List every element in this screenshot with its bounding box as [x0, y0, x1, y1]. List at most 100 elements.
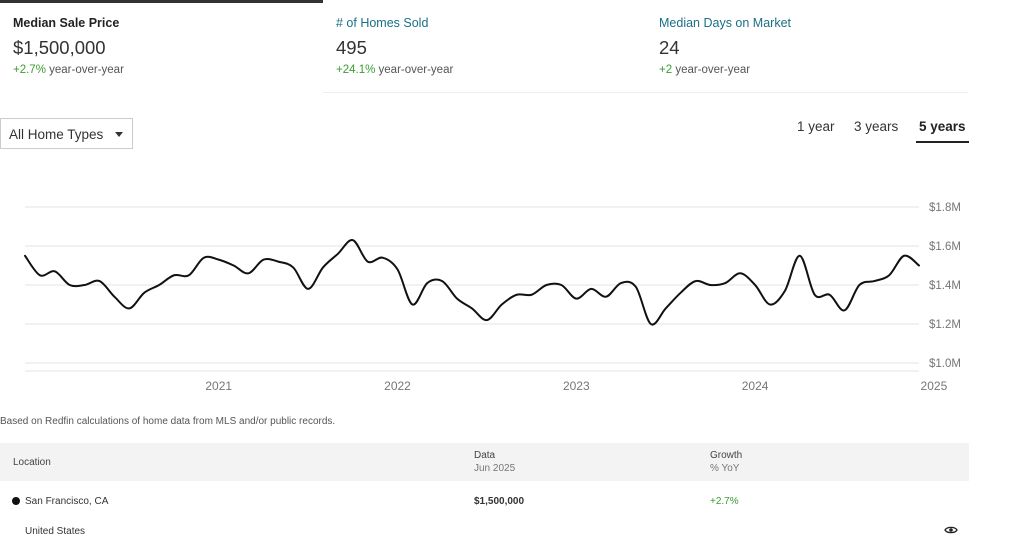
range-tab-1-year[interactable]: 1 year [797, 119, 835, 134]
data-point[interactable] [498, 301, 506, 309]
data-point[interactable] [826, 291, 834, 299]
data-point[interactable] [155, 281, 163, 289]
stat-card-homes-sold[interactable]: # of Homes Sold 495 +24.1% year-over-yea… [323, 0, 646, 93]
data-source-footnote: Based on Redfin calculations of home dat… [0, 416, 336, 427]
data-point[interactable] [364, 258, 372, 266]
y-tick-label: $1.0M [929, 358, 961, 370]
data-point[interactable] [602, 293, 610, 301]
range-tab-5-years[interactable]: 5 years [916, 119, 969, 143]
data-point[interactable] [170, 271, 178, 279]
data-point[interactable] [289, 263, 297, 271]
table-row-location: San Francisco, CA [25, 496, 109, 507]
data-point[interactable] [870, 277, 878, 285]
stat-change-value: +2 [659, 64, 673, 76]
column-header-growth-label: Growth [710, 450, 743, 461]
data-point[interactable] [543, 281, 551, 289]
data-point[interactable] [36, 271, 44, 279]
data-point[interactable] [185, 271, 193, 279]
data-point[interactable] [513, 291, 521, 299]
data-point[interactable] [706, 281, 714, 289]
data-point[interactable] [721, 279, 729, 287]
data-point[interactable] [215, 256, 223, 264]
data-point[interactable] [855, 281, 863, 289]
column-header-data-sub: Jun 2025 [474, 463, 516, 474]
comparison-table-header: Location Data Jun 2025 Growth % YoY [0, 443, 969, 481]
data-point[interactable] [394, 265, 402, 273]
data-point[interactable] [423, 279, 431, 287]
data-point[interactable] [81, 281, 89, 289]
data-point[interactable] [736, 269, 744, 277]
stat-card-median-sale-price[interactable]: Median Sale Price $1,500,000 +2.7% year-… [0, 0, 323, 95]
caret-down-icon [115, 132, 123, 137]
y-tick-label: $1.2M [929, 319, 961, 331]
stat-change: +2.7% year-over-year [13, 64, 124, 76]
data-point[interactable] [677, 289, 685, 297]
data-point[interactable] [408, 301, 416, 309]
data-point[interactable] [140, 289, 148, 297]
x-tick-label: 2025 [921, 379, 948, 393]
data-point[interactable] [245, 269, 253, 277]
data-point[interactable] [915, 262, 923, 270]
data-point[interactable] [766, 301, 774, 309]
data-point[interactable] [796, 252, 804, 260]
median-sale-price-chart[interactable]: $1.8M $1.6M $1.4M $1.2M $1.0M 2021 2022 2023 20… [0, 190, 1000, 400]
stat-title: # of Homes Sold [336, 16, 429, 30]
stat-value: $1,500,000 [13, 37, 106, 58]
data-point[interactable] [528, 291, 536, 299]
stat-change: +24.1% year-over-year [336, 64, 453, 76]
data-point[interactable] [617, 279, 625, 287]
data-point[interactable] [274, 258, 282, 266]
data-point[interactable] [632, 283, 640, 291]
data-point[interactable] [900, 252, 908, 260]
home-type-selected: All Home Types [9, 127, 104, 142]
data-point[interactable] [468, 304, 476, 312]
data-point[interactable] [885, 271, 893, 279]
range-tab-3-years[interactable]: 3 years [854, 119, 899, 134]
data-point[interactable] [751, 281, 759, 289]
data-point[interactable] [66, 281, 74, 289]
data-point[interactable] [379, 254, 387, 262]
stat-card-days-on-market[interactable]: Median Days on Market 24 +2 year-over-ye… [646, 0, 968, 93]
stat-title: Median Sale Price [13, 16, 120, 30]
data-point[interactable] [438, 277, 446, 285]
data-point[interactable] [841, 306, 849, 314]
column-header-growth: Growth % YoY [710, 450, 742, 474]
y-tick-label: $1.6M [929, 241, 961, 253]
home-type-dropdown[interactable]: All Home Types [0, 118, 133, 149]
data-point[interactable] [453, 295, 461, 303]
data-point[interactable] [781, 287, 789, 295]
data-point[interactable] [557, 281, 565, 289]
data-point[interactable] [259, 256, 267, 264]
x-tick-label: 2022 [384, 379, 411, 393]
column-header-data-label: Data [474, 450, 496, 461]
data-point[interactable] [349, 236, 357, 244]
stat-change-suffix: year-over-year [672, 64, 751, 76]
data-point[interactable] [647, 320, 655, 328]
data-point[interactable] [51, 267, 59, 275]
data-point[interactable] [692, 277, 700, 285]
data-point[interactable] [334, 250, 342, 258]
series-line [24, 239, 920, 326]
table-row-growth: +2.7% [710, 496, 739, 507]
column-header-data: Data Jun 2025 [474, 450, 515, 474]
data-point[interactable] [587, 285, 595, 293]
data-point[interactable] [811, 291, 819, 299]
data-point[interactable] [230, 262, 238, 270]
series-legend-dot [12, 497, 20, 505]
y-tick-label: $1.8M [929, 202, 961, 214]
data-point[interactable] [21, 252, 29, 260]
data-point[interactable] [125, 304, 133, 312]
data-point[interactable] [96, 277, 104, 285]
x-tick-label: 2021 [205, 379, 232, 393]
data-point[interactable] [572, 295, 580, 303]
data-point[interactable] [662, 304, 670, 312]
eye-icon[interactable] [944, 525, 958, 535]
column-header-growth-sub: % YoY [710, 463, 740, 474]
data-point[interactable] [304, 285, 312, 293]
data-point[interactable] [110, 293, 118, 301]
data-point[interactable] [319, 263, 327, 271]
data-point[interactable] [483, 316, 491, 324]
data-point[interactable] [200, 254, 208, 262]
stat-value: 24 [659, 37, 680, 58]
stat-change: +2 year-over-year [659, 64, 750, 76]
